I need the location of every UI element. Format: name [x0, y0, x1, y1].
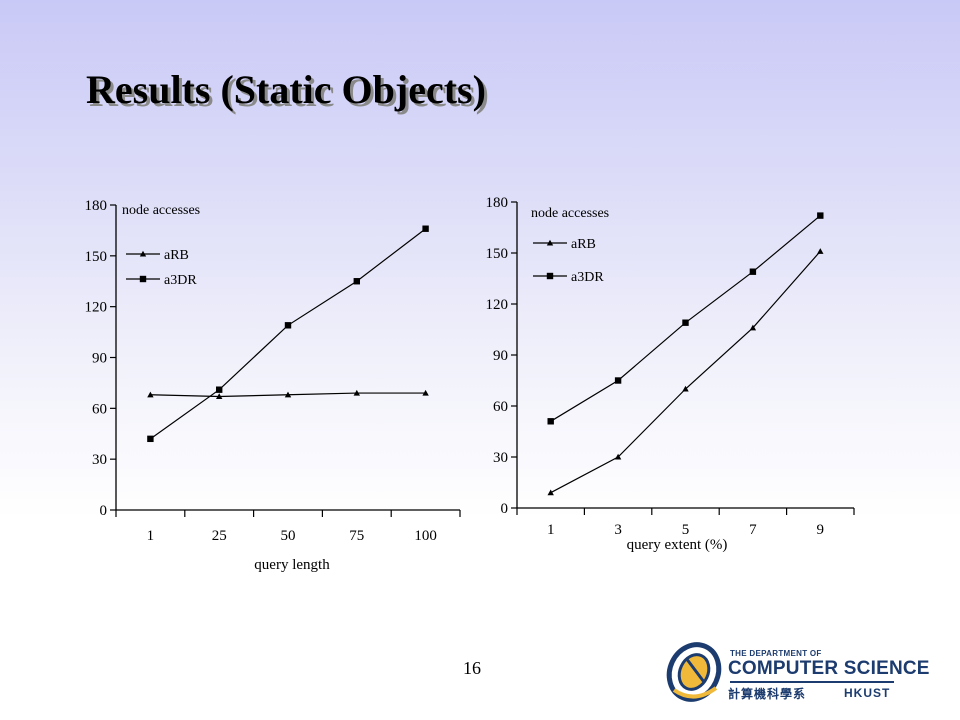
legend-marker-arb	[546, 239, 554, 246]
x-tick-label: 1	[147, 528, 155, 544]
data-point-arb	[749, 324, 757, 331]
y-axis-title: node accesses	[531, 206, 609, 221]
data-point-arb	[147, 391, 154, 398]
y-tick-label: 30	[493, 450, 508, 466]
data-point-a3dr	[749, 268, 757, 275]
legend-marker-a3dr	[546, 272, 554, 280]
data-point-a3dr	[614, 377, 622, 384]
y-tick-label: 0	[100, 503, 108, 519]
department-logo-icon	[666, 642, 722, 702]
data-point-arb	[682, 385, 689, 392]
department-logo: THE DEPARTMENT OF COMPUTER SCIENCE 計算機科學…	[664, 638, 929, 708]
x-tick-label: 9	[817, 522, 825, 538]
x-axis-title: query length	[254, 557, 330, 573]
data-point-arb	[422, 389, 429, 396]
series-line-arb	[550, 250, 821, 494]
y-tick-label: 120	[486, 297, 509, 313]
y-tick-label: 90	[92, 351, 107, 367]
data-point-arb	[216, 393, 223, 400]
legend-marker-a3dr	[139, 275, 147, 283]
y-tick-label: 60	[493, 399, 508, 415]
logo-hkust-label: HKUST	[844, 686, 891, 700]
x-axis-title: query extent (%)	[627, 537, 728, 553]
x-tick-label: 3	[614, 522, 622, 538]
x-tick-label: 1	[547, 522, 555, 538]
legend-label-arb: aRB	[164, 248, 189, 263]
data-point-a3dr	[547, 418, 554, 425]
logo-chinese-label: 計算機科學系	[728, 687, 807, 701]
logo-department-label: THE DEPARTMENT OF	[730, 649, 822, 658]
y-tick-label: 150	[486, 246, 509, 262]
legend-label-a3dr: a3DR	[571, 270, 604, 285]
legend-label-a3dr: a3DR	[164, 273, 197, 288]
slide-title: Results (Static Objects)	[86, 67, 486, 112]
y-axis-title: node accesses	[122, 203, 200, 218]
data-point-a3dr	[147, 435, 154, 443]
page-number: 16	[463, 658, 481, 678]
legend-marker-arb	[139, 250, 147, 257]
x-tick-label: 25	[212, 528, 227, 544]
logo-computer-science-label: COMPUTER SCIENCE	[728, 658, 930, 679]
data-point-arb	[817, 248, 824, 254]
data-point-a3dr	[817, 212, 824, 219]
x-tick-label: 7	[749, 522, 757, 538]
x-tick-label: 75	[349, 528, 364, 544]
y-tick-label: 0	[501, 501, 509, 517]
y-tick-label: 150	[85, 249, 108, 265]
data-point-a3dr	[422, 225, 429, 232]
y-tick-label: 120	[85, 300, 108, 316]
y-tick-label: 60	[92, 401, 107, 417]
data-point-a3dr	[216, 386, 223, 393]
x-tick-label: 100	[414, 528, 437, 544]
legend-label-arb: aRB	[571, 237, 596, 252]
data-point-arb	[284, 391, 292, 398]
logo-divider	[730, 681, 894, 683]
data-point-a3dr	[682, 319, 689, 326]
data-point-arb	[614, 453, 622, 460]
data-point-arb	[353, 389, 360, 396]
data-point-arb	[547, 489, 554, 496]
x-tick-label: 50	[281, 528, 296, 544]
y-tick-label: 90	[493, 348, 508, 364]
data-point-a3dr	[284, 322, 292, 329]
data-point-a3dr	[353, 278, 360, 285]
y-tick-label: 30	[92, 452, 107, 468]
x-tick-label: 5	[682, 522, 690, 538]
y-tick-label: 180	[85, 198, 108, 214]
y-tick-label: 180	[486, 195, 509, 211]
